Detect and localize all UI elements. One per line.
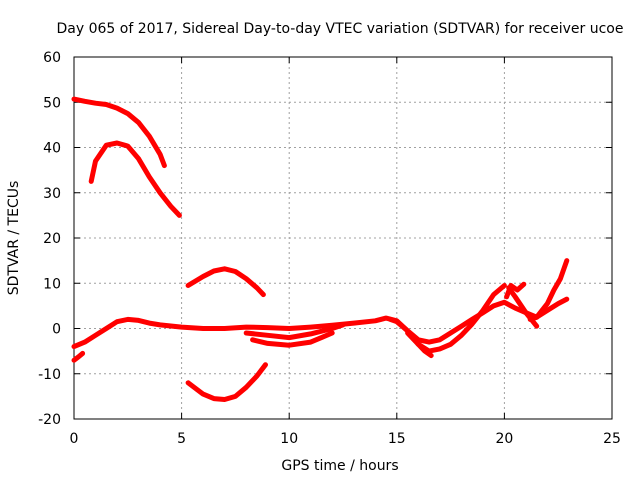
- chart-title: Day 065 of 2017, Sidereal Day-to-day VTE…: [57, 21, 624, 37]
- x-axis-label: GPS time / hours: [281, 458, 398, 474]
- series-line-arc-d: [185, 362, 268, 402]
- series-line-arc-g: [250, 330, 335, 348]
- axis-ticks: 0 5 10 15 20 25 -20 -10 0 10 20 30 40 50 60: [38, 50, 621, 447]
- x-tick-label: 0: [70, 431, 79, 447]
- x-tick-label: 15: [388, 431, 406, 447]
- series-line-arc-a: [71, 96, 167, 169]
- series-line-arc-i: [387, 283, 507, 354]
- x-tick-label: 25: [603, 431, 621, 447]
- series-layer: [71, 96, 570, 402]
- y-axis-label: SDTVAR / TECUs: [6, 181, 22, 296]
- series-line-arc-l: [504, 281, 527, 300]
- series-line-arc-n: [534, 258, 570, 320]
- y-tick-label: -20: [38, 412, 61, 428]
- y-tick-label: 0: [52, 322, 61, 338]
- y-tick-label: -10: [38, 367, 61, 383]
- series-line-arc-h: [243, 322, 346, 341]
- y-tick-label: 20: [43, 231, 61, 247]
- x-tick-label: 20: [495, 431, 513, 447]
- series-line-arc-f: [71, 350, 86, 363]
- y-tick-label: 30: [43, 186, 61, 202]
- gridlines: [74, 57, 612, 419]
- series-line-arc-j: [405, 330, 434, 359]
- x-tick-label: 10: [280, 431, 298, 447]
- series-line-arc-b: [88, 140, 182, 218]
- y-tick-label: 40: [43, 141, 61, 157]
- series-line-arc-c: [185, 266, 266, 298]
- y-tick-label: 10: [43, 276, 61, 292]
- series-line-arc-e: [71, 299, 540, 350]
- y-tick-label: 50: [43, 95, 61, 111]
- x-tick-label: 5: [177, 431, 186, 447]
- y-tick-label: 60: [43, 50, 61, 66]
